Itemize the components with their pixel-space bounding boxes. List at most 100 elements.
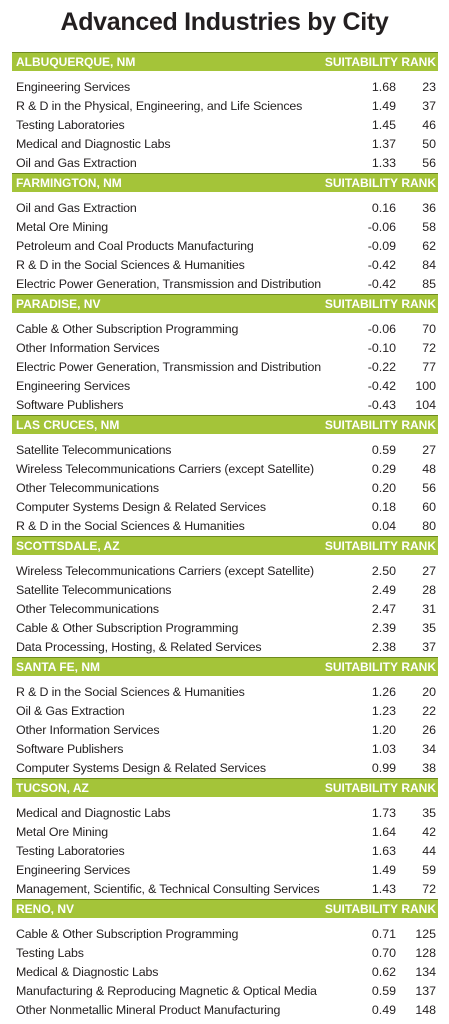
- suitability-header: SUITABILITY: [324, 55, 398, 69]
- industry-name: Manufacturing & Reproducing Magnetic & O…: [16, 983, 317, 998]
- rank-value: 23: [422, 79, 436, 94]
- city-section: SANTA FE, NM SUITABILITY RANK R & D in the …: [12, 657, 438, 778]
- table-row: Petroleum and Coal Products Manufacturin…: [12, 236, 438, 255]
- city-name: RENO, NV: [16, 902, 75, 916]
- table-row: Engineering Services 1.68 23: [12, 77, 438, 96]
- table-row: Other Telecommunications 0.20 56: [12, 478, 438, 497]
- table-row: Medical and Diagnostic Labs 1.37 50: [12, 134, 438, 153]
- industry-name: Other Information Services: [16, 722, 160, 737]
- rank-header: RANK: [401, 176, 436, 190]
- rank-value: 27: [422, 563, 436, 578]
- rank-value: 104: [415, 397, 436, 412]
- suitability-value: 1.26: [371, 684, 396, 699]
- rank-value: 38: [422, 760, 436, 775]
- table-row: R & D in the Social Sciences & Humanitie…: [12, 682, 438, 701]
- rank-value: 35: [422, 805, 436, 820]
- suitability-header: SUITABILITY: [324, 176, 398, 190]
- rank-value: 37: [422, 98, 436, 113]
- rank-value: 137: [415, 983, 436, 998]
- table-row: Testing Laboratories 1.45 46: [12, 115, 438, 134]
- table-row: Satellite Telecommunications 2.49 28: [12, 580, 438, 599]
- table-row: Electric Power Generation, Transmission …: [12, 357, 438, 376]
- industry-name: Testing Laboratories: [16, 843, 125, 858]
- city-section: RENO, NV SUITABILITY RANK Cable & Other Sub…: [12, 899, 438, 1020]
- suitability-value: 0.18: [371, 499, 396, 514]
- industry-name: R & D in the Social Sciences & Humanitie…: [16, 257, 245, 272]
- industry-name: Electric Power Generation, Transmission …: [16, 276, 321, 291]
- table-row: Cable & Other Subscription Programming -0…: [12, 319, 438, 338]
- table-row: Data Processing, Hosting, & Related Serv…: [12, 637, 438, 656]
- rank-header: RANK: [401, 660, 436, 674]
- table-row: Computer Systems Design & Related Servic…: [12, 758, 438, 777]
- suitability-value: 1.37: [371, 136, 396, 151]
- suitability-value: 1.45: [371, 117, 396, 132]
- table-row: Manufacturing & Reproducing Magnetic & O…: [12, 981, 438, 1000]
- suitability-value: -0.42: [367, 257, 396, 272]
- suitability-value: 0.99: [371, 760, 396, 775]
- industry-name: Wireless Telecommunications Carriers (ex…: [16, 563, 314, 578]
- industry-name: Metal Ore Mining: [16, 824, 108, 839]
- rank-value: 85: [422, 276, 436, 291]
- rank-value: 62: [422, 238, 436, 253]
- suitability-value: 1.49: [371, 98, 396, 113]
- rank-value: 42: [422, 824, 436, 839]
- table-row: Metal Ore Mining 1.64 42: [12, 822, 438, 841]
- suitability-value: 0.59: [371, 983, 396, 998]
- rank-value: 28: [422, 582, 436, 597]
- industry-name: Oil & Gas Extraction: [16, 703, 125, 718]
- table-row: Medical and Diagnostic Labs 1.73 35: [12, 803, 438, 822]
- city-name: SCOTTSDALE, AZ: [16, 539, 120, 553]
- suitability-value: -0.42: [367, 276, 396, 291]
- suitability-value: 1.33: [371, 155, 396, 170]
- city-name: FARMINGTON, NM: [16, 176, 122, 190]
- city-section: PARADISE, NV SUITABILITY RANK Cable & Other…: [12, 294, 438, 415]
- suitability-value: 1.68: [371, 79, 396, 94]
- suitability-value: 1.20: [371, 722, 396, 737]
- rank-value: 77: [422, 359, 436, 374]
- industry-name: Wireless Telecommunications Carriers (ex…: [16, 461, 314, 476]
- suitability-value: 0.62: [371, 964, 396, 979]
- rank-value: 35: [422, 620, 436, 635]
- industry-name: Testing Labs: [16, 945, 84, 960]
- industry-name: R & D in the Physical, Engineering, and …: [16, 98, 303, 113]
- industry-name: Cable & Other Subscription Programming: [16, 321, 239, 336]
- city-section: SCOTTSDALE, AZ SUITABILITY RANK Wireless Te…: [12, 536, 438, 657]
- industry-name: Management, Scientific, & Technical Cons…: [16, 881, 320, 896]
- city-section: LAS CRUCES, NM SUITABILITY RANK Satellite T…: [12, 415, 438, 536]
- suitability-value: 0.71: [371, 926, 396, 941]
- suitability-value: 1.63: [371, 843, 396, 858]
- rank-header: RANK: [401, 539, 436, 553]
- suitability-value: 2.50: [371, 563, 396, 578]
- table-row: Other Information Services 1.20 26: [12, 720, 438, 739]
- rank-value: 72: [422, 881, 436, 896]
- industry-name: Metal Ore Mining: [16, 219, 108, 234]
- city-name: PARADISE, NV: [16, 297, 101, 311]
- suitability-value: 1.49: [371, 862, 396, 877]
- suitability-value: -0.42: [367, 378, 396, 393]
- suitability-header: SUITABILITY: [324, 902, 398, 916]
- city-tables: ALBUQUERQUE, NM SUITABILITY RANK Engineerin…: [12, 52, 438, 1020]
- suitability-value: 0.70: [371, 945, 396, 960]
- suitability-value: 1.23: [371, 703, 396, 718]
- rank-value: 56: [422, 480, 436, 495]
- suitability-value: 2.49: [371, 582, 396, 597]
- suitability-value: 1.64: [371, 824, 396, 839]
- city-name: ALBUQUERQUE, NM: [16, 55, 136, 69]
- suitability-value: 0.29: [371, 461, 396, 476]
- industry-name: Software Publishers: [16, 741, 124, 756]
- suitability-value: 1.43: [371, 881, 396, 896]
- suitability-value: 2.38: [371, 639, 396, 654]
- rank-value: 44: [422, 843, 436, 858]
- table-row: Oil & Gas Extraction 1.23 22: [12, 701, 438, 720]
- table-row: Satellite Telecommunications 0.59 27: [12, 440, 438, 459]
- industry-name: Other Telecommunications: [16, 480, 159, 495]
- suitability-value: 1.73: [371, 805, 396, 820]
- rank-header: RANK: [401, 418, 436, 432]
- suitability-value: 1.03: [371, 741, 396, 756]
- industry-name: Cable & Other Subscription Programming: [16, 620, 239, 635]
- table-row: Testing Laboratories 1.63 44: [12, 841, 438, 860]
- table-row: Software Publishers 1.03 34: [12, 739, 438, 758]
- rank-value: 50: [422, 136, 436, 151]
- industry-name: Other Nonmetallic Mineral Product Manufa…: [16, 1002, 281, 1017]
- rank-value: 26: [422, 722, 436, 737]
